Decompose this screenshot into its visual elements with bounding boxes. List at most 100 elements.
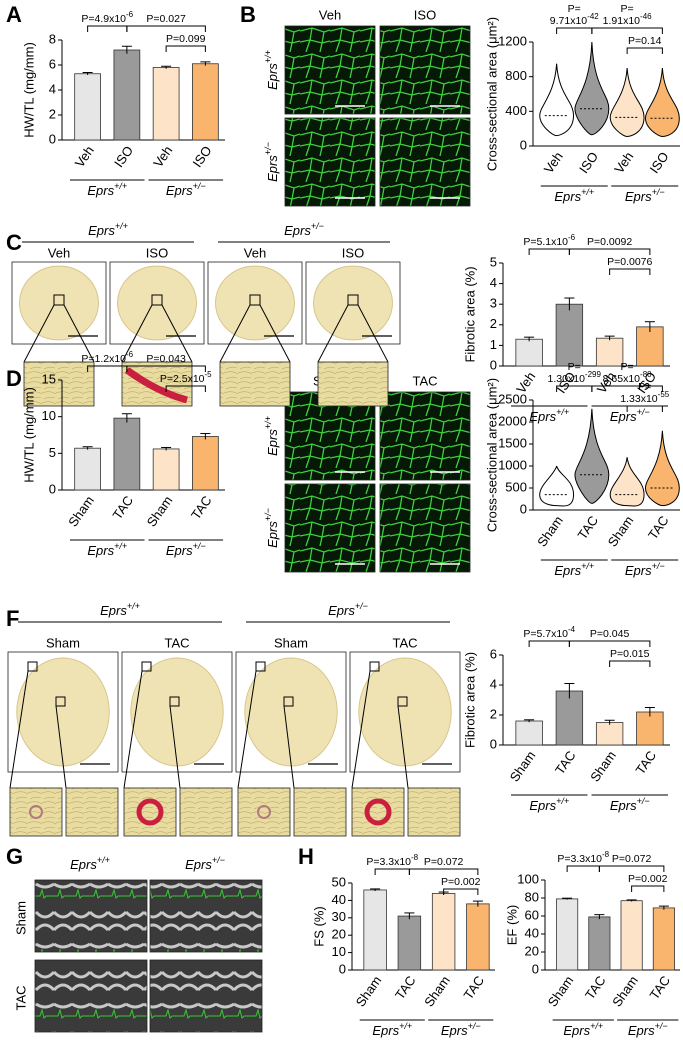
p-exponent: -6 xyxy=(568,233,576,242)
zoom-line xyxy=(161,304,193,363)
zoom-box xyxy=(141,661,152,672)
p-value: P=5.7x10-4 xyxy=(523,625,575,640)
bar xyxy=(113,417,141,491)
p-value: P= xyxy=(568,361,581,373)
x-tick-label: Sham xyxy=(353,973,385,1009)
micrograph xyxy=(284,25,376,115)
bar xyxy=(555,303,584,367)
zoom-box xyxy=(169,696,180,707)
genotype-label: Eprs+/− xyxy=(166,541,206,558)
zoom-line xyxy=(123,670,143,789)
p-exponent: -55 xyxy=(658,390,670,399)
comparison-bracket xyxy=(566,865,600,872)
comparison-bracket xyxy=(165,45,206,52)
violin xyxy=(609,67,645,137)
x-tick-label: Veh xyxy=(150,143,175,170)
zoom-line xyxy=(9,670,29,789)
zoom-line xyxy=(351,670,371,789)
panel-letter: H xyxy=(298,844,314,869)
comparison-bracket xyxy=(626,405,663,412)
allele: +/+ xyxy=(556,407,569,417)
x-tick-label: TAC xyxy=(646,973,673,1002)
p-exponent: -4 xyxy=(568,625,576,634)
allele: +/− xyxy=(637,796,650,806)
x-tick-label: Sham xyxy=(605,513,637,549)
genotype-label: Eprs+/+ xyxy=(529,407,569,424)
genotype-label: Eprs+/− xyxy=(284,221,324,238)
zoom-image xyxy=(123,787,177,837)
zoom-line xyxy=(357,304,389,363)
bar xyxy=(636,326,664,367)
y-tick-label: 60 xyxy=(525,907,539,922)
x-tick-label: Sham xyxy=(587,748,619,784)
gene: Eprs xyxy=(265,429,280,456)
gene: Eprs xyxy=(185,857,212,872)
bar xyxy=(515,338,543,367)
heart-section xyxy=(117,265,197,341)
vessel xyxy=(136,798,164,826)
y-axis-label: HW/TL (mg/mm) xyxy=(21,387,36,483)
p-value: P=0.002 xyxy=(628,873,668,885)
x-tick-label: TAC xyxy=(552,748,579,777)
comparison-bracket xyxy=(568,640,651,647)
gene: Eprs xyxy=(563,1023,590,1038)
y-tick-label: 30 xyxy=(332,909,346,924)
y-tick-label: 0 xyxy=(339,961,346,976)
y-tick-label: 40 xyxy=(332,892,346,907)
micrograph xyxy=(284,483,376,573)
zoom-box xyxy=(27,661,38,672)
zoom-image xyxy=(293,787,347,837)
p-text: P=0.0076 xyxy=(607,256,652,268)
p-text: 1.33x10 xyxy=(620,393,658,405)
p-text: P=0.045 xyxy=(590,628,630,640)
genotype-label: Eprs+/+ xyxy=(554,187,594,204)
y-axis-label: Cross-sectional area (μm²) xyxy=(484,17,499,171)
zoom-image xyxy=(407,787,461,837)
genotype-label: Eprs+/− xyxy=(185,855,225,872)
gene: Eprs xyxy=(87,543,114,558)
p-text: P= xyxy=(638,381,651,393)
p-value: P=0.072 xyxy=(424,856,464,868)
gene: Eprs xyxy=(88,223,115,238)
comparison-bracket xyxy=(443,888,479,895)
bar xyxy=(636,711,664,746)
genotype-label: Eprs+/− xyxy=(628,1021,668,1038)
p-text: P= xyxy=(621,361,634,373)
p-text: P=3.3x10 xyxy=(557,853,602,865)
violin xyxy=(574,41,610,136)
gene: Eprs xyxy=(166,543,193,558)
p-value: P=4.9x10-6 xyxy=(81,10,133,25)
echo-image xyxy=(149,879,263,953)
zoom-line xyxy=(55,705,67,789)
y-tick-label: 0 xyxy=(49,131,56,146)
zoom-box xyxy=(249,294,261,306)
y-axis-label: Cross-sectional area (μm²) xyxy=(484,378,499,532)
zoom-line xyxy=(397,705,409,789)
genotype-label: Eprs+/+ xyxy=(263,416,280,456)
genotype-label: Eprs+/− xyxy=(625,187,665,204)
genotype-label: Eprs+/+ xyxy=(372,1021,412,1038)
bar xyxy=(152,448,180,491)
bar xyxy=(515,720,543,746)
p-value: P=3.3x10-8 xyxy=(557,850,609,865)
genotype-label: Eprs+/+ xyxy=(88,221,128,238)
genotype-label: Eprs+/− xyxy=(166,181,206,198)
p-value: P=3.3x10-8 xyxy=(366,853,418,868)
zoom-line xyxy=(317,304,349,363)
y-tick-label: 100 xyxy=(517,871,539,886)
column-label: Veh xyxy=(244,245,266,260)
allele: +/− xyxy=(193,541,206,551)
p-exponent: -299 xyxy=(585,370,602,379)
zoom-image xyxy=(9,787,63,837)
x-tick-label: TAC xyxy=(109,493,136,522)
heart-section xyxy=(313,265,393,341)
panel-letter: G xyxy=(6,844,23,869)
micrograph xyxy=(284,117,376,207)
zoom-image xyxy=(237,787,291,837)
allele: +/+ xyxy=(581,561,594,571)
p-text: P=3.3x10 xyxy=(366,856,411,868)
zoom-box xyxy=(283,696,294,707)
p-value: P=0.0076 xyxy=(607,256,652,268)
column-label: Sham xyxy=(46,635,80,650)
y-tick-label: 2000 xyxy=(498,413,527,428)
